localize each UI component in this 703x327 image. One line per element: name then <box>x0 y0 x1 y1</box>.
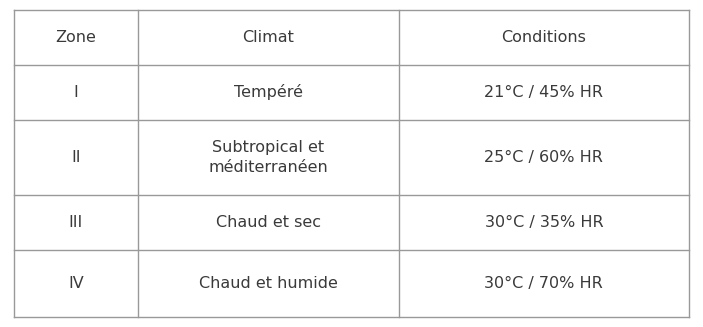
Text: Zone: Zone <box>56 30 96 45</box>
Text: Subtropical et
méditerranéen: Subtropical et méditerranéen <box>208 140 328 175</box>
Text: Tempéré: Tempéré <box>233 84 302 100</box>
Text: 30°C / 70% HR: 30°C / 70% HR <box>484 276 603 291</box>
Text: IV: IV <box>68 276 84 291</box>
Text: 30°C / 35% HR: 30°C / 35% HR <box>484 215 603 230</box>
Text: 25°C / 60% HR: 25°C / 60% HR <box>484 150 603 165</box>
Text: Conditions: Conditions <box>501 30 586 45</box>
Text: I: I <box>73 85 78 100</box>
Text: Chaud et sec: Chaud et sec <box>216 215 321 230</box>
Text: III: III <box>69 215 83 230</box>
Text: Chaud et humide: Chaud et humide <box>199 276 337 291</box>
Text: II: II <box>71 150 81 165</box>
Text: Climat: Climat <box>243 30 294 45</box>
Text: 21°C / 45% HR: 21°C / 45% HR <box>484 85 603 100</box>
